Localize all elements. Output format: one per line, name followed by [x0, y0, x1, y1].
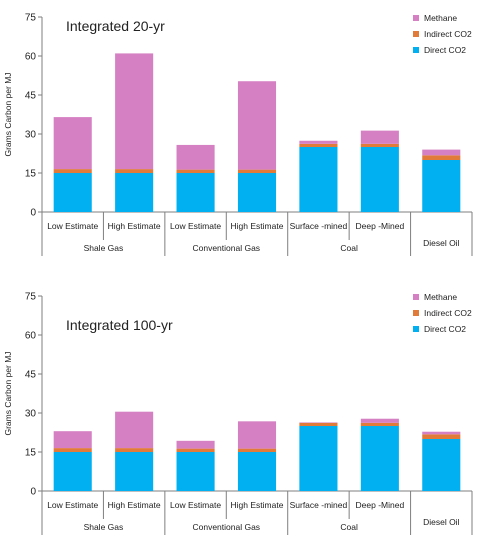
category-label: Low Estimate — [47, 221, 98, 231]
methane-bar-segment — [422, 150, 460, 156]
legend-swatch — [413, 310, 419, 316]
indirect-co2-bar-segment — [54, 448, 92, 452]
y-tick-label: 75 — [25, 292, 37, 303]
category-label: Surface -mined — [290, 221, 348, 231]
category-label: Deep -Mined — [356, 221, 405, 231]
indirect-co2-bar-segment — [238, 170, 276, 173]
group-label: Shale Gas — [84, 522, 124, 532]
y-tick-label: 45 — [25, 91, 37, 102]
group-label: Conventional Gas — [192, 522, 260, 532]
direct-co2-bar-segment — [54, 173, 92, 212]
indirect-co2-bar-segment — [299, 144, 337, 147]
indirect-co2-bar-segment — [238, 449, 276, 452]
legend-swatch — [413, 326, 419, 332]
y-tick-label: 60 — [25, 331, 37, 342]
direct-co2-bar-segment — [238, 173, 276, 212]
y-tick-label: 30 — [25, 409, 37, 420]
chart-title: Integrated 100-yr — [66, 317, 173, 333]
legend-swatch — [413, 15, 419, 21]
methane-bar-segment — [177, 145, 215, 170]
y-tick-label: 0 — [30, 208, 36, 219]
category-label: Low Estimate — [170, 500, 221, 510]
y-tick-label: 15 — [25, 169, 37, 180]
legend: Methane Indirect CO2 Direct CO2 — [413, 13, 472, 55]
methane-bar-segment — [361, 419, 399, 423]
legend-label: Direct CO2 — [424, 45, 466, 55]
direct-co2-bar-segment — [361, 147, 399, 212]
direct-co2-bar-segment — [422, 160, 460, 212]
category-label: High Estimate — [108, 500, 161, 510]
methane-bar-segment — [238, 81, 276, 169]
legend-label: Indirect CO2 — [424, 308, 472, 318]
category-label: Low Estimate — [47, 500, 98, 510]
legend-swatch — [413, 294, 419, 300]
methane-bar-segment — [54, 117, 92, 169]
y-tick-label: 0 — [30, 487, 36, 498]
methane-bar-segment — [238, 421, 276, 448]
y-tick-label: 45 — [25, 370, 37, 381]
y-axis-label: Grams Carbon per MJ — [3, 72, 13, 156]
indirect-co2-bar-segment — [422, 434, 460, 439]
methane-bar-segment — [115, 412, 153, 448]
group-label: Shale Gas — [84, 243, 124, 253]
category-label: High Estimate — [231, 221, 284, 231]
chart-panel-1: 0 15 30 45 60 75 Grams Carbon per MJ Low Estima… — [3, 13, 472, 257]
group-label: Diesel Oil — [423, 238, 459, 248]
indirect-co2-bar-segment — [422, 155, 460, 160]
legend-label: Indirect CO2 — [424, 29, 472, 39]
methane-bar-segment — [54, 431, 92, 448]
group-label: Conventional Gas — [192, 243, 260, 253]
methane-bar-segment — [177, 441, 215, 449]
category-label: High Estimate — [108, 221, 161, 231]
direct-co2-bar-segment — [115, 173, 153, 212]
direct-co2-bar-segment — [238, 452, 276, 491]
indirect-co2-bar-segment — [115, 169, 153, 173]
legend: Methane Indirect CO2 Direct CO2 — [413, 292, 472, 334]
indirect-co2-bar-segment — [177, 170, 215, 173]
indirect-co2-bar-segment — [299, 423, 337, 426]
legend-label: Methane — [424, 13, 457, 23]
y-tick-label: 60 — [25, 52, 37, 63]
category-label: Low Estimate — [170, 221, 221, 231]
direct-co2-bar-segment — [54, 452, 92, 491]
group-label: Coal — [340, 522, 358, 532]
indirect-co2-bar-segment — [361, 423, 399, 426]
direct-co2-bar-segment — [299, 147, 337, 212]
y-tick-label: 15 — [25, 448, 37, 459]
y-tick-label: 30 — [25, 130, 37, 141]
direct-co2-bar-segment — [115, 452, 153, 491]
category-label: Surface -mined — [290, 500, 348, 510]
indirect-co2-bar-segment — [54, 169, 92, 173]
methane-bar-segment — [299, 422, 337, 423]
group-label: Diesel Oil — [423, 517, 459, 527]
indirect-co2-bar-segment — [115, 448, 153, 452]
legend-swatch — [413, 31, 419, 37]
methane-bar-segment — [299, 141, 337, 144]
y-axis-label: Grams Carbon per MJ — [3, 351, 13, 435]
group-label: Coal — [340, 243, 358, 253]
direct-co2-bar-segment — [177, 173, 215, 212]
legend-swatch — [413, 47, 419, 53]
chart-title: Integrated 20-yr — [66, 18, 165, 34]
legend-label: Direct CO2 — [424, 324, 466, 334]
methane-bar-segment — [422, 432, 460, 435]
category-label: High Estimate — [231, 500, 284, 510]
direct-co2-bar-segment — [422, 439, 460, 491]
chart-panel-2: 0 15 30 45 60 75 Grams Carbon per MJ Low Estima… — [3, 292, 472, 536]
y-tick-label: 75 — [25, 13, 37, 24]
direct-co2-bar-segment — [299, 426, 337, 491]
category-label: Deep -Mined — [356, 500, 405, 510]
direct-co2-bar-segment — [361, 426, 399, 491]
legend-label: Methane — [424, 292, 457, 302]
methane-bar-segment — [115, 53, 153, 169]
indirect-co2-bar-segment — [361, 144, 399, 147]
indirect-co2-bar-segment — [177, 449, 215, 452]
methane-bar-segment — [361, 131, 399, 144]
direct-co2-bar-segment — [177, 452, 215, 491]
